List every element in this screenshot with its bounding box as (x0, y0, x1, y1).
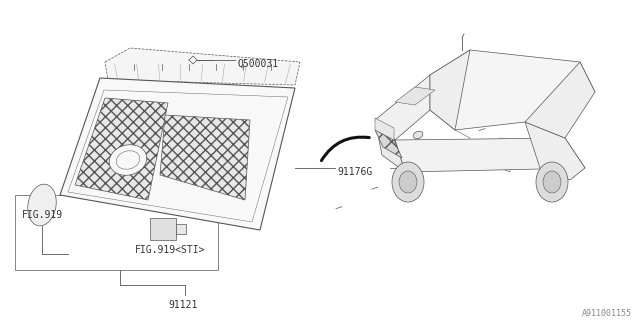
Polygon shape (160, 115, 250, 200)
Polygon shape (60, 78, 295, 230)
Polygon shape (395, 138, 585, 172)
Ellipse shape (536, 162, 568, 202)
Ellipse shape (392, 162, 424, 202)
Polygon shape (150, 218, 176, 240)
Text: FIG.919<STI>: FIG.919<STI> (135, 245, 205, 255)
Ellipse shape (109, 145, 147, 175)
Ellipse shape (413, 131, 423, 139)
Polygon shape (375, 75, 430, 140)
Text: FIG.919: FIG.919 (22, 210, 63, 220)
Polygon shape (375, 130, 402, 158)
Ellipse shape (543, 171, 561, 193)
Polygon shape (525, 62, 595, 138)
Text: A911001155: A911001155 (582, 308, 632, 317)
Polygon shape (375, 120, 405, 172)
Text: 91176G: 91176G (337, 167, 372, 177)
Polygon shape (105, 48, 300, 85)
Polygon shape (176, 224, 186, 234)
Polygon shape (525, 122, 585, 180)
Polygon shape (395, 87, 435, 105)
Polygon shape (430, 50, 595, 130)
Ellipse shape (399, 171, 417, 193)
Text: Q500031: Q500031 (237, 59, 278, 69)
Polygon shape (375, 118, 394, 140)
Text: 91121: 91121 (168, 300, 197, 310)
Ellipse shape (28, 184, 56, 226)
Polygon shape (430, 50, 470, 130)
Polygon shape (75, 98, 168, 200)
